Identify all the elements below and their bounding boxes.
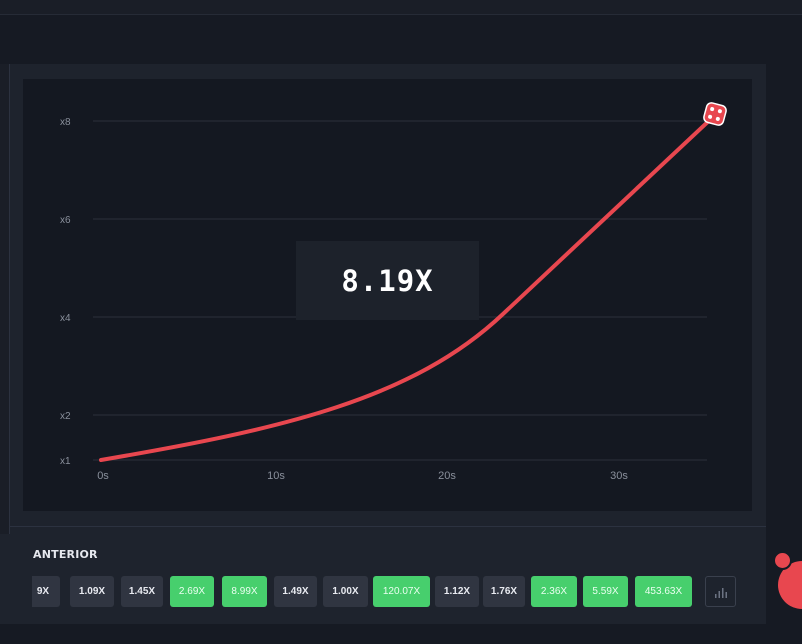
history-item[interactable]: 1.76X [483,576,525,607]
y-tick-label: x8 [60,117,71,128]
history-title: ANTERIOR [33,548,98,561]
panel-left-edge [0,64,10,534]
history-item[interactable]: 2.36X [531,576,577,607]
history-item[interactable]: 2.69X [170,576,214,607]
chart-svg: x8 x6 x4 x2 x1 0s 10s 20s 30s [60,102,727,482]
history-item[interactable]: 453.63X [635,576,692,607]
history-item[interactable]: 5.59X [583,576,628,607]
history-item[interactable]: 1.09X [70,576,114,607]
stats-button[interactable] [705,576,736,607]
y-tick-label: x6 [60,215,71,226]
y-tick-label: x1 [60,456,71,467]
history-item[interactable]: 1.45X [121,576,163,607]
chat-notification-dot [773,551,792,570]
history-item[interactable]: 1.00X [323,576,368,607]
history-item[interactable]: 1.12X [435,576,479,607]
dice-icon [703,102,727,126]
multiplier-display: 8.19X [296,241,479,320]
x-tick-label: 30s [610,470,628,482]
crash-chart: x8 x6 x4 x2 x1 0s 10s 20s 30s 8.19X [23,79,752,511]
multiplier-curve [99,115,715,462]
x-tick-label: 0s [97,470,109,482]
x-tick-label: 10s [267,470,285,482]
y-tick-label: x2 [60,411,71,422]
current-multiplier: 8.19X [341,263,434,298]
history-item[interactable]: 120.07X [373,576,430,607]
y-tick-label: x4 [60,313,71,324]
top-bar [0,0,802,15]
x-tick-label: 20s [438,470,456,482]
bar-chart-icon [714,587,727,598]
history-item[interactable]: 1.49X [274,576,317,607]
history-item[interactable]: 9X [32,576,60,607]
history-list: 9X 1.09X 1.45X 2.69X 8.99X 1.49X 1.00X 120.07X 1… [32,576,742,607]
history-item[interactable]: 8.99X [222,576,267,607]
divider [9,526,766,527]
